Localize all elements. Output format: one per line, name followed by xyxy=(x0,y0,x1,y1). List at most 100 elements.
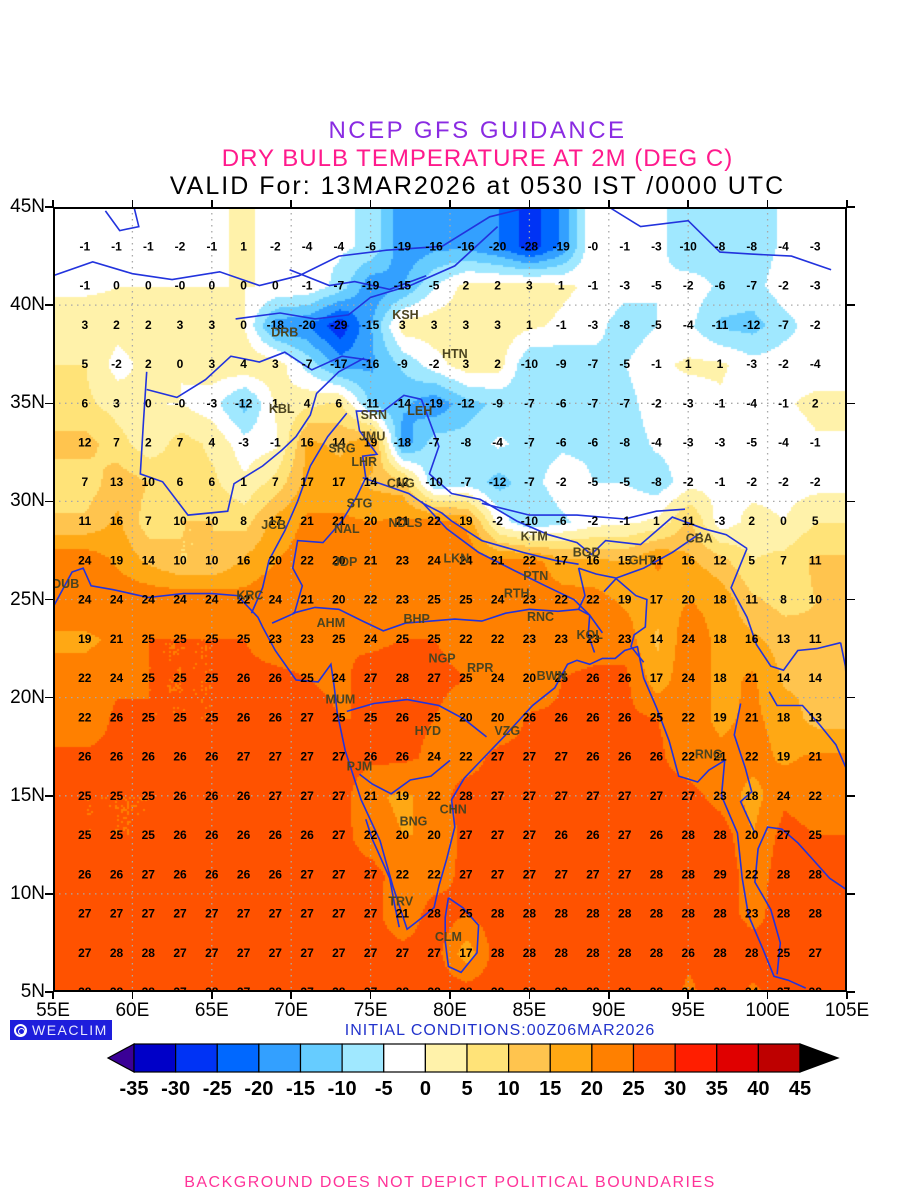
grid-temperature-value: 19 xyxy=(713,710,727,724)
city-label-leh: LEH xyxy=(407,404,432,418)
grid-temperature-value: 22 xyxy=(555,593,569,607)
colorbar-tick-label: 10 xyxy=(497,1078,520,1100)
colorbar-band xyxy=(591,1043,635,1073)
grid-temperature-value: -5 xyxy=(619,475,630,489)
grid-temperature-value: 6 xyxy=(177,475,184,489)
grid-temperature-value: 22 xyxy=(523,553,537,567)
city-label-rnc: RNC xyxy=(527,610,554,624)
grid-temperature-value: 27 xyxy=(205,946,219,960)
colorbar-band xyxy=(133,1043,177,1073)
grid-temperature-value: 27 xyxy=(555,867,569,881)
grid-temperature-value: 26 xyxy=(205,867,219,881)
coastline-border-line xyxy=(733,703,756,834)
grid-temperature-value: 21 xyxy=(332,514,346,528)
grid-temperature-value: 27 xyxy=(396,946,410,960)
city-label-bwn: BWN xyxy=(537,669,567,683)
coastline-border-line xyxy=(53,567,807,989)
grid-temperature-value: -1 xyxy=(302,279,313,293)
city-label-ndls: NDLS xyxy=(388,516,422,530)
grid-temperature-value: 26 xyxy=(269,828,283,842)
grid-temperature-value: -1 xyxy=(143,239,154,253)
grid-temperature-value: 27 xyxy=(173,985,187,992)
grid-temperature-value: 27 xyxy=(586,789,600,803)
grid-temperature-value: 2 xyxy=(812,396,819,410)
grid-temperature-value: 28 xyxy=(713,985,727,992)
colorbar-tick-label: -20 xyxy=(244,1078,274,1100)
grid-temperature-value: -2 xyxy=(111,357,122,371)
coastline-border-line xyxy=(104,207,140,232)
axis-tick xyxy=(847,795,855,797)
initial-conditions-label: INITIAL CONDITIONS:00Z06MAR2026 xyxy=(344,1022,656,1039)
grid-temperature-value: 26 xyxy=(682,946,696,960)
axis-tick xyxy=(847,893,855,895)
axis-tick xyxy=(847,206,855,208)
grid-temperature-value: 2 xyxy=(145,318,152,332)
grid-temperature-value: 28 xyxy=(682,828,696,842)
grid-temperature-value: -7 xyxy=(524,396,535,410)
weaclim-logo-icon xyxy=(14,1023,27,1037)
grid-temperature-value: -2 xyxy=(778,279,789,293)
grid-temperature-value: -1 xyxy=(619,514,630,528)
grid-temperature-value: 10 xyxy=(205,514,219,528)
coastline-border-line xyxy=(53,207,530,287)
grid-temperature-value: -12 xyxy=(457,396,475,410)
grid-temperature-value: 25 xyxy=(777,946,791,960)
grid-temperature-value: 27 xyxy=(459,867,473,881)
grid-temperature-value: 25 xyxy=(173,632,187,646)
grid-temperature-value: -19 xyxy=(362,279,380,293)
axis-tick xyxy=(290,992,292,999)
grid-temperature-value: 24 xyxy=(777,789,791,803)
grid-temperature-value: 25 xyxy=(459,593,473,607)
grid-temperature-value: -5 xyxy=(588,475,599,489)
grid-temperature-value: 1 xyxy=(240,475,247,489)
city-label-drb: DRB xyxy=(271,326,298,340)
grid-temperature-value: -2 xyxy=(651,396,662,410)
grid-temperature-value: 21 xyxy=(110,632,124,646)
grid-temperature-value: 27 xyxy=(555,789,569,803)
grid-temperature-value: 17 xyxy=(459,946,473,960)
grid-temperature-value: 27 xyxy=(427,946,441,960)
grid-temperature-value: -2 xyxy=(588,514,599,528)
grid-temperature-value: 0 xyxy=(145,396,152,410)
grid-temperature-value: 25 xyxy=(78,828,92,842)
grid-temperature-value: 28 xyxy=(650,985,664,992)
grid-temperature-value: 1 xyxy=(558,279,565,293)
grid-temperature-value: 24 xyxy=(142,593,156,607)
grid-temperature-value: -7 xyxy=(588,396,599,410)
grid-temperature-value: 26 xyxy=(555,710,569,724)
colorbar-tick-label: 35 xyxy=(705,1078,728,1100)
grid-temperature-value: 1 xyxy=(526,318,533,332)
coastline-border-line xyxy=(292,606,579,632)
grid-temperature-value: 25 xyxy=(555,671,569,685)
weaclim-logo: WEACLIM xyxy=(10,1020,112,1040)
grid-temperature-value: 11 xyxy=(745,593,758,607)
grid-temperature-value: -4 xyxy=(683,318,694,332)
grid-temperature-value: 23 xyxy=(713,789,727,803)
city-label-lkn: LKN xyxy=(444,551,470,565)
grid-temperature-value: 28 xyxy=(809,985,823,992)
grid-temperature-value: 24 xyxy=(110,593,124,607)
grid-temperature-value: 26 xyxy=(237,671,251,685)
page-title: NCEP GFS GUIDANCE xyxy=(328,117,627,144)
grid-temperature-value: 7 xyxy=(780,553,787,567)
colorbar-band xyxy=(299,1043,343,1073)
grid-temperature-value: 24 xyxy=(173,593,187,607)
coastline-border-line xyxy=(603,532,702,593)
x-tick-label: 95E xyxy=(671,1000,706,1021)
grid-temperature-value: -1 xyxy=(556,318,567,332)
grid-temperature-value: -6 xyxy=(588,436,599,450)
grid-temperature-value: -7 xyxy=(524,475,535,489)
grid-temperature-value: 26 xyxy=(555,828,569,842)
grid-temperature-value: 17 xyxy=(650,593,664,607)
grid-temperature-value: 26 xyxy=(173,828,187,842)
coastline-border-line xyxy=(289,269,427,291)
grid-temperature-value: -14 xyxy=(394,396,412,410)
grid-temperature-value: -6 xyxy=(556,514,567,528)
grid-temperature-value: -4 xyxy=(778,436,789,450)
grid-temperature-value: -7 xyxy=(588,357,599,371)
grid-temperature-value: 27 xyxy=(555,750,569,764)
axis-tick xyxy=(608,200,610,207)
grid-temperature-value: 28 xyxy=(682,907,696,921)
grid-temperature-value: 21 xyxy=(396,514,410,528)
colorbar-over-arrow xyxy=(799,1043,840,1073)
